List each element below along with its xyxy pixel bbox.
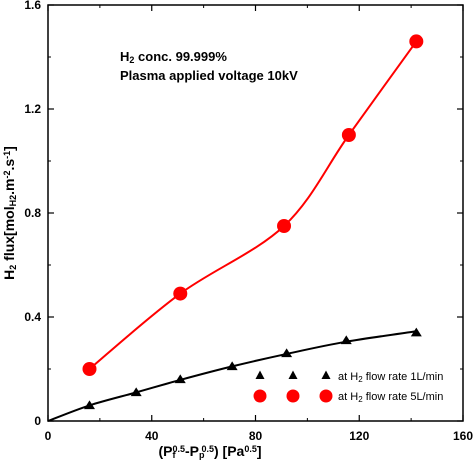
legend: at H2 flow rate 1L/min at H2 flow rate 5… — [253, 370, 443, 404]
x-tick-label: 80 — [249, 429, 263, 443]
legend-label-1lmin: at H2 flow rate 1L/min — [338, 371, 443, 384]
x-tick-label: 160 — [453, 429, 473, 443]
data-point-1lmin — [340, 335, 352, 345]
data-markers — [82, 34, 424, 410]
legend-marker-triangle — [288, 370, 298, 379]
legend-label-5lmin: at H2 flow rate 5L/min — [338, 391, 443, 404]
axis-ticks — [47, 4, 464, 422]
annotation-voltage: Plasma applied voltage 10kV — [120, 68, 298, 83]
y-tick-label: 0.4 — [24, 310, 41, 324]
data-point-5lmin — [341, 128, 356, 142]
y-tick-label: 0.8 — [24, 206, 41, 220]
legend-marker-circle — [286, 389, 300, 403]
y-tick-label: 0 — [34, 414, 41, 428]
annotation-concentration: H2 conc. 99.999% — [120, 49, 227, 65]
x-tick-label: 40 — [145, 429, 159, 443]
legend-marker-triangle — [321, 370, 331, 379]
data-point-5lmin — [82, 362, 97, 376]
y-tick-label: 1.6 — [24, 0, 41, 12]
data-point-5lmin — [409, 34, 424, 49]
data-point-1lmin — [130, 387, 142, 397]
legend-marker-circle — [253, 389, 267, 403]
x-axis-title: (Pf0.5-Pp0.5) [Pa0.5] — [158, 443, 261, 460]
data-point-1lmin — [174, 374, 186, 384]
data-point-1lmin — [226, 361, 238, 371]
data-point-5lmin — [277, 219, 292, 233]
data-point-1lmin — [84, 400, 95, 410]
data-point-1lmin — [410, 327, 422, 337]
y-axis-title: H2 flux[molH2.m-2.s-1] — [1, 146, 18, 280]
fit-curve-5lmin — [88, 40, 418, 370]
x-tick-label: 0 — [45, 429, 52, 443]
y-tick-label: 1.2 — [24, 102, 41, 116]
x-tick-label: 120 — [349, 429, 369, 443]
legend-marker-circle — [319, 389, 333, 403]
data-point-5lmin — [173, 286, 188, 301]
data-point-1lmin — [281, 348, 293, 358]
legend-marker-triangle — [255, 370, 265, 379]
